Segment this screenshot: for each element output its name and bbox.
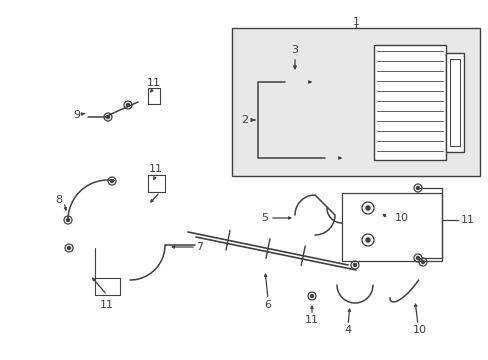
Circle shape bbox=[106, 116, 109, 118]
Circle shape bbox=[416, 186, 419, 189]
Circle shape bbox=[67, 247, 70, 249]
Text: 1: 1 bbox=[352, 17, 359, 27]
Text: 2: 2 bbox=[241, 115, 247, 125]
Text: 5: 5 bbox=[261, 213, 267, 223]
Bar bbox=[373, 45, 445, 160]
Bar bbox=[341, 193, 441, 261]
Bar bbox=[231, 28, 479, 176]
Text: 3: 3 bbox=[291, 45, 298, 55]
Circle shape bbox=[110, 180, 113, 183]
Text: 11: 11 bbox=[305, 315, 318, 325]
Circle shape bbox=[365, 238, 369, 242]
Circle shape bbox=[365, 206, 369, 210]
Text: 11: 11 bbox=[149, 164, 163, 174]
Circle shape bbox=[292, 80, 297, 85]
Circle shape bbox=[322, 156, 327, 161]
Circle shape bbox=[416, 256, 419, 260]
Text: 7: 7 bbox=[196, 242, 203, 252]
Text: 8: 8 bbox=[55, 195, 62, 205]
Text: 4: 4 bbox=[344, 325, 351, 335]
Text: 10: 10 bbox=[412, 325, 426, 335]
Circle shape bbox=[353, 264, 356, 266]
Text: 11: 11 bbox=[147, 78, 161, 88]
Circle shape bbox=[66, 219, 69, 221]
Bar bbox=[449, 59, 459, 146]
Text: 10: 10 bbox=[394, 213, 408, 223]
Circle shape bbox=[421, 261, 424, 264]
Text: 9: 9 bbox=[73, 110, 80, 120]
Bar bbox=[445, 53, 463, 152]
Circle shape bbox=[126, 103, 129, 107]
Text: 11: 11 bbox=[100, 300, 114, 310]
Text: 6: 6 bbox=[264, 300, 271, 310]
Text: 11: 11 bbox=[460, 215, 474, 225]
Circle shape bbox=[310, 294, 313, 297]
